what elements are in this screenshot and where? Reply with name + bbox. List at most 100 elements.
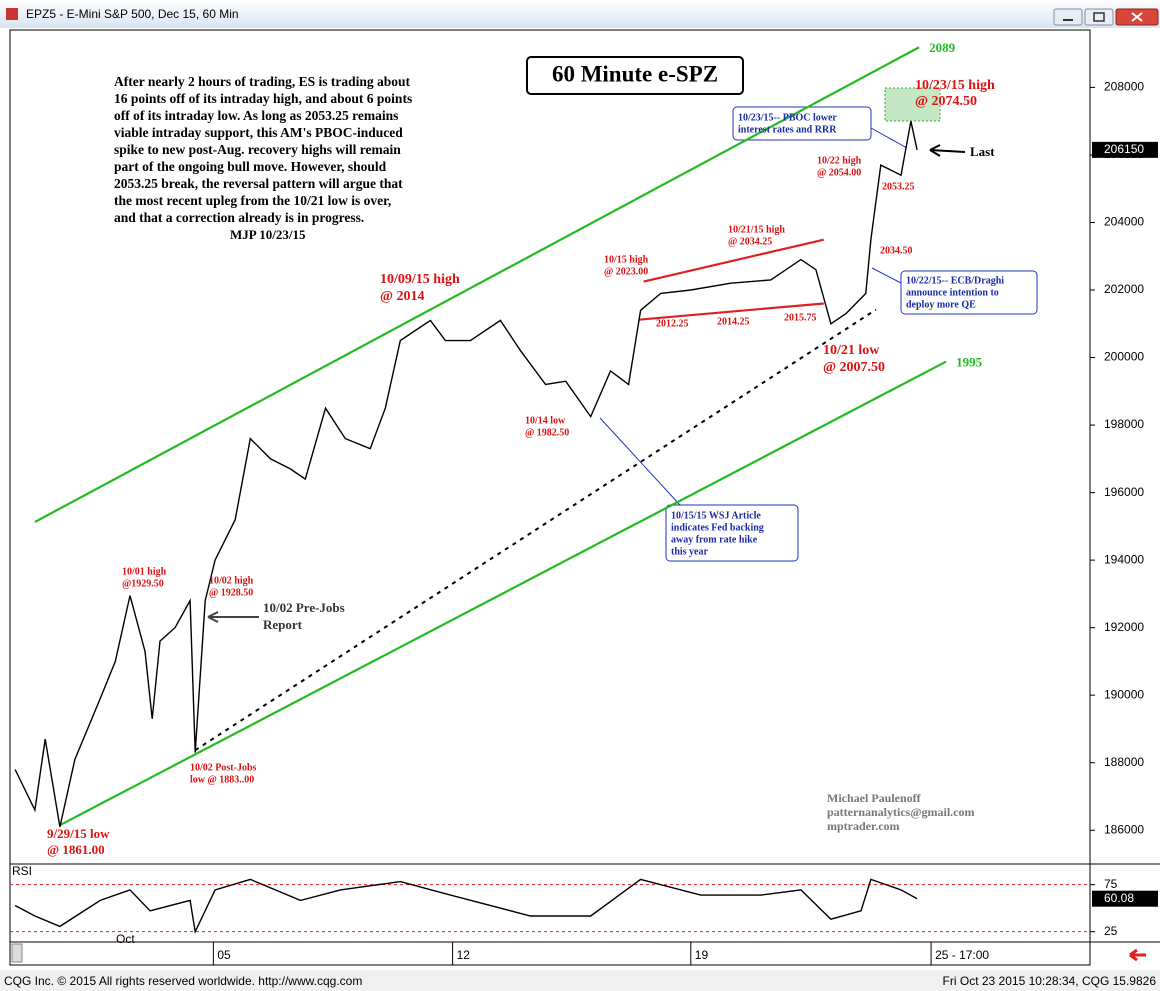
annotation: 2015.75 [784,312,817,323]
annotation: deploy more QE [906,299,976,310]
annotation: interest rates and RRR [738,124,837,135]
credit-line: mptrader.com [827,819,900,833]
trendline [638,302,824,321]
commentary-line: off of its intraday low. As long as 2053… [114,108,398,123]
status-bar [0,970,1160,991]
window-title: EPZ5 - E-Mini S&P 500, Dec 15, 60 Min [26,7,239,21]
y-tick-label: 202000 [1104,282,1144,296]
close-icon [1131,12,1143,22]
app-icon [6,8,18,20]
arrow [207,611,259,623]
chart-title: 60 Minute e-SPZ [552,61,718,86]
title-bar [0,0,1160,28]
annotation: 10/14 low [525,415,566,426]
pointer-line [599,127,908,506]
annotation: this year [671,546,709,557]
trendline [59,360,947,827]
trendline [34,46,920,523]
price-line [14,121,918,828]
annotation: Report [263,617,303,632]
annotation: 2053.25 [882,181,915,192]
annotation: announce intention to [906,287,999,298]
last-value-label: 206150 [1104,142,1144,156]
annotation: 10/09/15 high [380,272,460,287]
annotation: Last [970,144,995,159]
x-tick-label: 19 [695,948,709,962]
credit-line: patternanalytics@gmail.com [827,805,974,819]
scroll-arrow[interactable] [1129,948,1146,962]
maximize-button[interactable] [1084,8,1114,26]
trendline [643,238,825,283]
annotation: 9/29/15 low [47,826,110,841]
commentary-line: After nearly 2 hours of trading, ES is t… [114,74,411,89]
y-tick-label: 192000 [1104,620,1144,634]
annotation: 10/21 low [823,343,880,358]
annotation: away from rate hike [671,534,758,545]
commentary-line: 2053.25 break, the reversal pattern will… [114,176,403,191]
minimize-button[interactable] [1053,8,1083,26]
y-tick-label: 186000 [1104,822,1144,836]
note-box [665,504,799,562]
annotation: @ 2014 [380,289,425,304]
last-value-box [1092,141,1158,158]
annotation: 2012.25 [656,318,689,329]
annotation: @ 2054.00 [817,167,861,178]
x-tick-label: 25 - 17:00 [935,948,989,962]
annotation: @ 1982.50 [525,427,569,438]
commentary-line: viable intraday support, this AM's PBOC-… [114,125,403,140]
commentary-line: the most recent upleg from the 10/21 low… [114,193,391,208]
trendline [194,308,877,752]
y-tick-label: 196000 [1104,485,1144,499]
last-value-label: 60.08 [1104,891,1134,905]
y-tick-label: 198000 [1104,417,1144,431]
title-box [526,56,744,95]
month-label: Oct [116,932,135,946]
annotation: 10/21/15 high [728,224,785,235]
note-box [732,106,872,141]
annotation: @ 1928.50 [209,587,253,598]
annotation: @ 2023.00 [604,266,648,277]
signature: MJP 10/23/15 [230,227,306,242]
annotation: @1929.50 [122,578,164,589]
annotation: 2014.25 [717,316,750,327]
annotation: indicates Fed backing [671,522,764,533]
commentary-line: spike to new post-Aug. recovery highs wi… [114,142,401,157]
annotation: 10/01 high [122,566,167,577]
y-tick-label: 194000 [1104,552,1144,566]
footer-left: CQG Inc. © 2015 All rights reserved worl… [4,974,362,988]
credit-line: Michael Paulenoff [827,791,922,805]
annotation: @ 2034.25 [728,236,772,247]
last-value-box [1092,890,1158,907]
annotation: 10/02 Pre-Jobs [263,600,345,615]
y-tick-label: 208000 [1104,80,1144,94]
y-tick-label: 190000 [1104,687,1144,701]
arrow [929,144,966,157]
scroll-handle[interactable] [11,943,23,963]
annotation: low @ 1883..00 [190,774,254,785]
note-box [900,270,1038,315]
price-line [14,878,918,935]
annotation: @ 2007.50 [823,360,885,375]
annotation: @ 1861.00 [47,842,105,857]
trendline-label: 1995 [956,355,983,370]
annotation: 10/15/15 WSJ Article [671,510,761,521]
annotation: 10/23/15 high [915,78,995,93]
maximize-icon [1093,12,1105,22]
x-tick-label: 12 [457,948,471,962]
y-tick-label: 188000 [1104,755,1144,769]
footer-right: Fri Oct 23 2015 10:28:34, CQG 15.9826 [943,974,1157,988]
commentary-line: 16 points off of its intraday high, and … [114,91,412,106]
annotation: 10/02 Post-Jobs [190,762,257,773]
y-tick-label: 204000 [1104,215,1144,229]
y-tick-label: 200000 [1104,350,1144,364]
annotation: 10/22/15-- ECB/Draghi [906,275,1004,286]
commentary-line: and that a correction already is in prog… [114,210,364,225]
annotation: 2034.50 [880,245,913,256]
annotation: 10/15 high [604,254,649,265]
annotation: 10/02 high [209,575,254,586]
high-zone [884,87,941,122]
x-tick-label: 05 [217,948,231,962]
